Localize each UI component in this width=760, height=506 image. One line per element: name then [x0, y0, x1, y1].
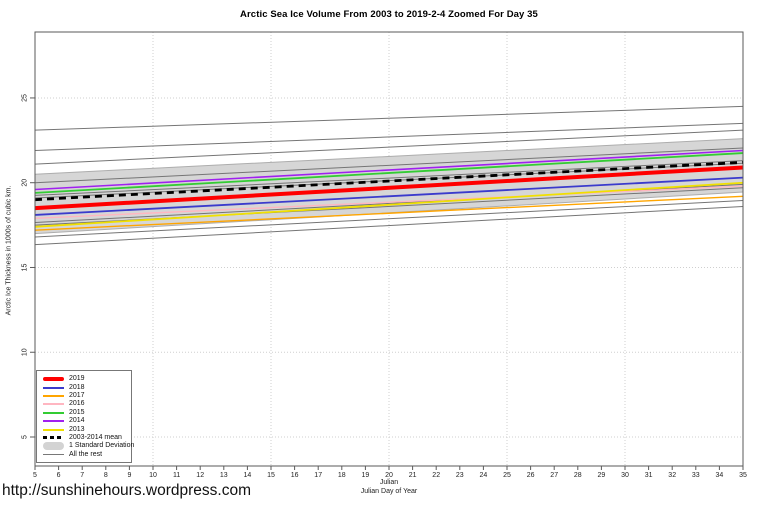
legend-item: 2014 — [43, 417, 131, 425]
x-tick-label: 25 — [503, 472, 511, 479]
legend-swatch-2017 — [43, 394, 64, 397]
legend-label: 2014 — [69, 417, 85, 425]
legend-swatch-2014 — [43, 420, 64, 423]
rest-year-line — [34, 147, 744, 184]
x-tick-label: 29 — [598, 472, 606, 479]
legend-label: All the rest — [69, 450, 103, 458]
legend-swatch-1-standard-deviation — [43, 442, 64, 451]
legend-label: 2003-2014 mean — [69, 433, 122, 441]
x-tick-label: 11 — [173, 472, 180, 479]
rest-year-line — [34, 160, 744, 196]
rest-year-line — [34, 205, 744, 246]
x-tick-label: 7 — [80, 472, 84, 479]
x-tick-label: 8 — [104, 472, 108, 479]
legend-label: 2013 — [69, 425, 85, 433]
legend-swatch-2016 — [43, 403, 64, 406]
series-line-2018 — [34, 176, 744, 216]
legend-item: All the rest — [43, 451, 131, 459]
rest-year-line — [34, 129, 744, 165]
legend-item: 2016 — [43, 400, 131, 408]
legend-item: 2015 — [43, 409, 131, 417]
legend-label: 1 Standard Deviation — [69, 442, 135, 450]
series-line-2017 — [34, 195, 744, 231]
y-tick-label: 10 — [22, 348, 29, 356]
legend-item: 2003-2014 mean — [43, 434, 131, 442]
series-line-2016 — [34, 185, 744, 220]
legend-swatch-all-the-rest — [43, 454, 64, 456]
x-tick-label: 21 — [409, 472, 417, 479]
legend-item: 2019 — [43, 375, 131, 383]
x-tick-label: 28 — [574, 472, 582, 479]
legend-item: 2018 — [43, 383, 131, 391]
legend-swatch-2015 — [43, 411, 64, 414]
y-tick-label: 5 — [22, 435, 29, 439]
x-tick-label: 20 — [385, 472, 393, 479]
legend-swatch-2013 — [43, 428, 64, 431]
x-tick-label: 22 — [432, 472, 440, 479]
legend-item: 2017 — [43, 392, 131, 400]
x-tick-label: 12 — [196, 472, 204, 479]
legend-swatch-2018 — [43, 386, 64, 389]
x-axis-title-line1: Julian — [379, 479, 399, 486]
chart-title: Arctic Sea Ice Volume From 2003 to 2019-… — [240, 9, 538, 20]
legend-label: 2017 — [69, 391, 85, 399]
y-axis-title: Arctic Ice Thickness in 1000s of cubic k… — [5, 185, 13, 316]
legend-swatch-2019 — [43, 377, 64, 382]
x-tick-label: 32 — [668, 472, 676, 479]
y-tick-label: 20 — [22, 179, 29, 187]
legend-label: 2015 — [69, 408, 85, 416]
rest-year-line — [34, 105, 744, 131]
series-line-2015 — [34, 152, 744, 194]
series-line-2014 — [34, 149, 744, 191]
x-tick-label: 9 — [127, 472, 131, 479]
x-tick-label: 27 — [550, 472, 558, 479]
x-tick-label: 15 — [267, 472, 275, 479]
x-tick-label: 5 — [33, 472, 37, 479]
url-caption: http://sunshinehours.wordpress.com — [2, 482, 251, 499]
x-tick-label: 13 — [220, 472, 228, 479]
x-tick-label: 16 — [291, 472, 299, 479]
x-tick-label: 17 — [314, 472, 322, 479]
y-tick-label: 15 — [22, 263, 29, 271]
y-tick-label: 25 — [22, 94, 29, 102]
x-tick-label: 19 — [362, 472, 370, 479]
series-line-2003-2014-mean — [34, 160, 744, 202]
series-line-2013 — [34, 181, 744, 228]
legend-swatch-2003-2014-mean — [43, 436, 64, 440]
series-line-2019 — [34, 165, 744, 211]
legend-label: 2019 — [69, 375, 85, 383]
x-tick-label: 31 — [645, 472, 653, 479]
x-tick-label: 33 — [692, 472, 700, 479]
x-tick-label: 14 — [244, 472, 252, 479]
x-axis-title-line2: Julian Day of Year — [360, 488, 418, 495]
x-tick-label: 34 — [716, 472, 724, 479]
legend-item: 1 Standard Deviation — [43, 442, 135, 451]
x-tick-label: 30 — [621, 472, 629, 479]
rest-year-line — [34, 200, 744, 238]
legend-box: 2019 2018 2017 2016 2015 2014 2013 2003-2014 me… — [36, 370, 135, 463]
x-tick-label: 35 — [739, 472, 747, 479]
x-tick-label: 18 — [338, 472, 346, 479]
legend-item: 2013 — [43, 425, 131, 433]
x-tick-label: 10 — [149, 472, 157, 479]
x-tick-label: 24 — [480, 472, 488, 479]
x-tick-label: 6 — [57, 472, 61, 479]
legend-label: 2016 — [69, 400, 85, 408]
rest-year-line — [34, 122, 744, 152]
legend-label: 2018 — [69, 383, 85, 391]
x-tick-label: 23 — [456, 472, 464, 479]
x-tick-label: 26 — [527, 472, 535, 479]
